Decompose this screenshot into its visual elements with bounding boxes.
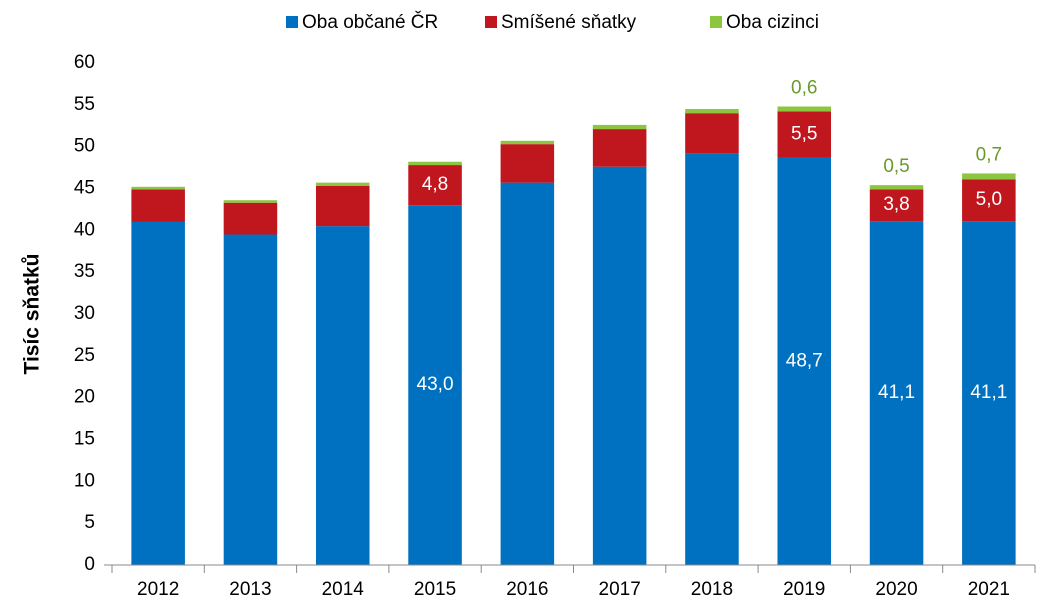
data-label: 0,7 — [976, 144, 1002, 165]
y-tick-label: 0 — [84, 554, 95, 575]
bar-segment — [500, 144, 555, 183]
bar-segment — [315, 226, 370, 565]
data-label: 5,5 — [791, 124, 817, 145]
bar-segment — [315, 182, 370, 186]
bar-segment — [500, 182, 555, 566]
x-tick-label: 2013 — [229, 579, 271, 600]
bar-segment — [131, 189, 185, 222]
bar-segment — [777, 106, 832, 112]
bar-segment — [223, 234, 278, 565]
data-label: 5,0 — [976, 189, 1002, 210]
data-label: 0,6 — [791, 78, 817, 99]
x-tick-label: 2012 — [137, 579, 179, 600]
bar-segment — [777, 157, 832, 565]
data-label: 41,1 — [878, 382, 915, 403]
y-axis-title: Tisíc sňatků — [21, 254, 44, 375]
y-tick-label: 5 — [84, 512, 95, 533]
y-tick-label: 30 — [74, 303, 95, 324]
bar-segment — [962, 179, 1016, 222]
bar-segment — [223, 202, 278, 235]
x-tick-label: 2018 — [691, 579, 733, 600]
bar-segment — [315, 185, 370, 227]
bar-segment — [131, 221, 185, 565]
bar-segment — [685, 153, 739, 566]
data-label: 3,8 — [883, 194, 909, 215]
data-label: 41,1 — [970, 382, 1007, 403]
legend-label: Oba cizinci — [726, 12, 819, 33]
y-tick-label: 55 — [74, 94, 95, 115]
x-tick-label: 2020 — [875, 579, 917, 600]
y-tick-label: 20 — [74, 387, 95, 408]
legend-swatch — [286, 16, 298, 28]
data-label: 48,7 — [786, 350, 823, 371]
bar-segment — [592, 124, 647, 130]
x-tick-label: 2017 — [599, 579, 641, 600]
bar-segment — [500, 140, 555, 145]
y-tick-label: 15 — [74, 429, 95, 450]
y-tick-label: 35 — [74, 261, 95, 282]
bar-segment — [962, 173, 1016, 180]
bar-segment — [777, 111, 832, 158]
y-tick-label: 10 — [74, 470, 95, 491]
legend-swatch — [710, 16, 722, 28]
y-tick-label: 45 — [74, 178, 95, 199]
bar-segment — [685, 109, 739, 114]
legend-label: Oba občané ČR — [302, 11, 438, 33]
legend-label: Smíšené sňatky — [501, 12, 637, 33]
bar-segment — [408, 205, 462, 565]
y-tick-label: 50 — [74, 136, 95, 157]
bar-segment — [685, 113, 739, 154]
legend-swatch — [485, 16, 497, 28]
bar-segment — [131, 186, 185, 190]
data-label: 4,8 — [422, 174, 448, 195]
bar-segment — [408, 161, 462, 166]
y-tick-label: 40 — [74, 219, 95, 240]
x-tick-label: 2019 — [783, 579, 825, 600]
bar-segment — [223, 200, 278, 203]
x-tick-label: 2021 — [968, 579, 1010, 600]
bar-segment — [869, 185, 924, 190]
y-tick-label: 60 — [74, 52, 95, 73]
bar-segment — [408, 165, 462, 206]
y-tick-label: 25 — [74, 345, 95, 366]
x-tick-label: 2016 — [506, 579, 548, 600]
data-label: 43,0 — [417, 374, 454, 395]
x-tick-label: 2014 — [322, 579, 365, 600]
bar-segment — [869, 189, 924, 222]
bar-segment — [869, 221, 924, 565]
data-label: 0,5 — [883, 156, 909, 177]
x-tick-label: 2015 — [414, 579, 456, 600]
bar-segment — [962, 221, 1016, 565]
bar-segment — [592, 166, 647, 565]
bar-segment — [592, 129, 647, 167]
